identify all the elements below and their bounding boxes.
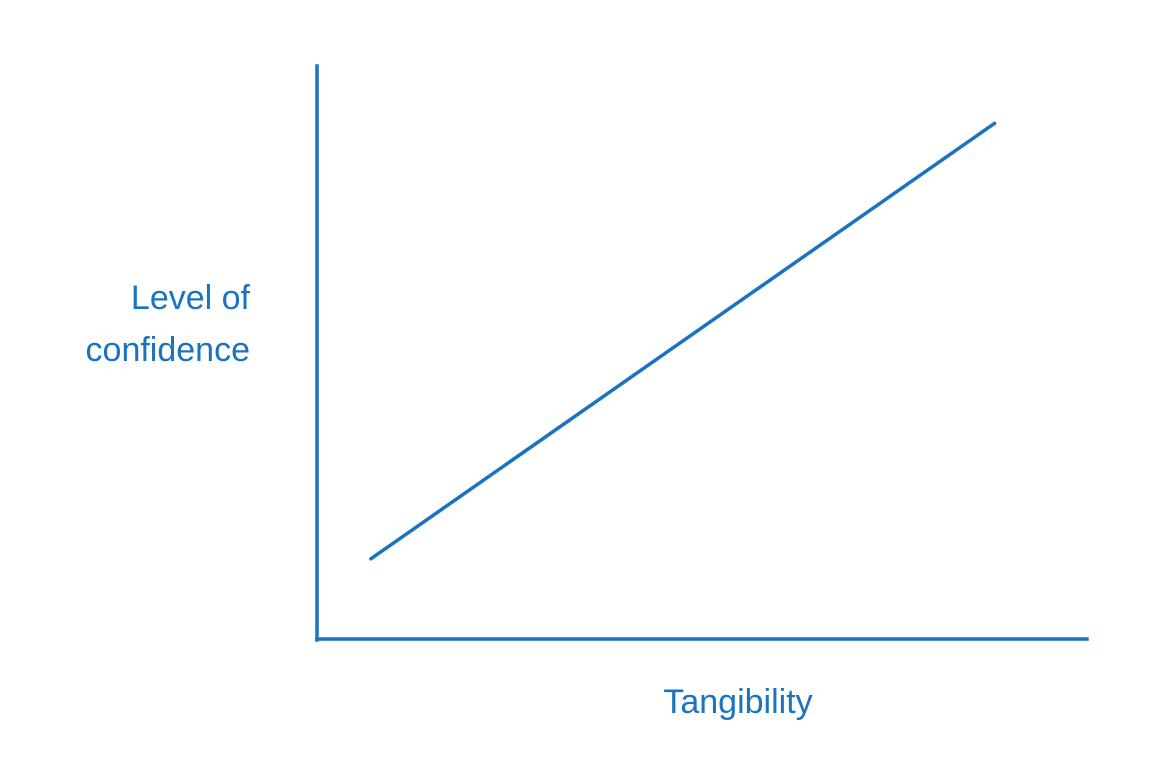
x-axis-label: Tangibility	[663, 683, 813, 721]
y-axis-label-line-1: Level of	[130, 279, 250, 317]
y-axis-label: Level of confidence	[30, 272, 250, 376]
series-line-1	[369, 121, 997, 561]
y-axis-label-line-2: confidence	[85, 331, 250, 369]
series-layer	[369, 121, 997, 561]
